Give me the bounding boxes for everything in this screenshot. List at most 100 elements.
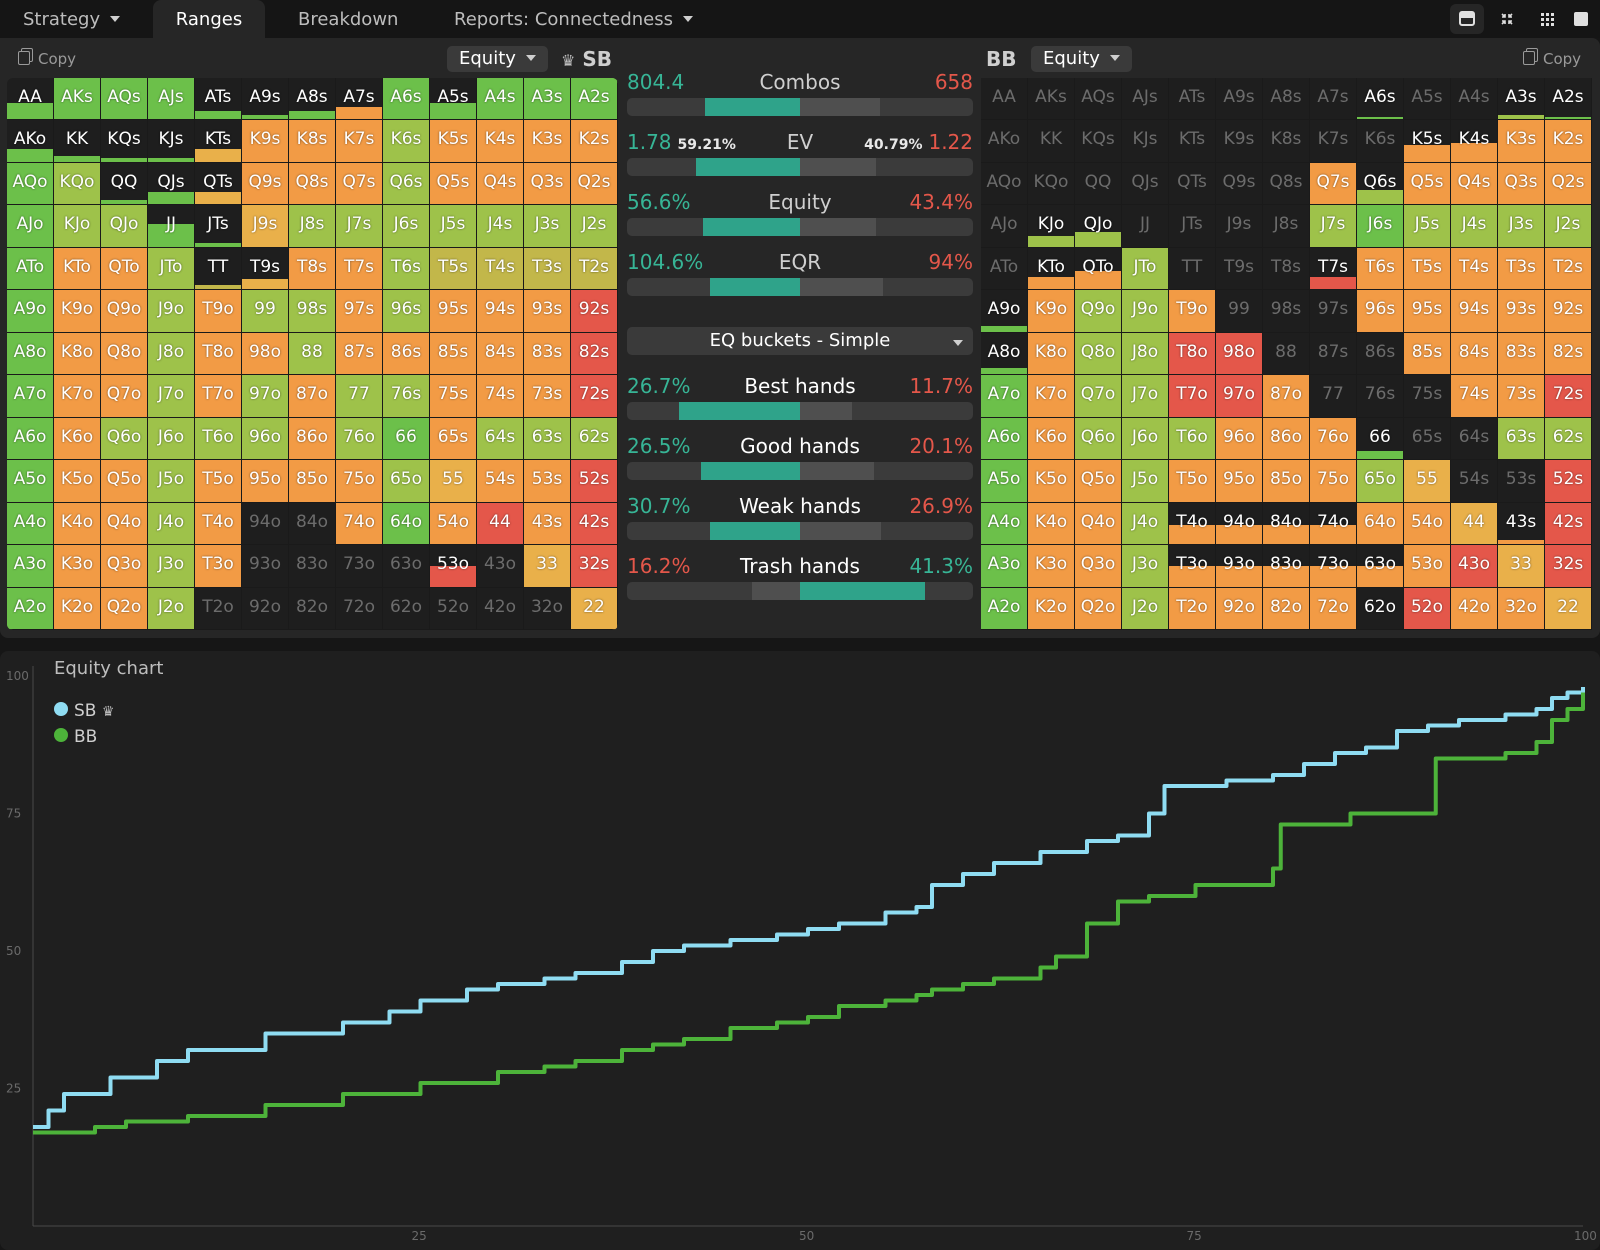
- bb-hand-cell-ATs[interactable]: ATs: [1169, 78, 1216, 121]
- sb-hand-cell-A3o[interactable]: A3o: [7, 545, 54, 588]
- bb-hand-cell-54o[interactable]: 54o: [1404, 502, 1451, 546]
- sb-hand-cell-52o[interactable]: 52o: [430, 587, 477, 630]
- bb-hand-cell-T7s[interactable]: T7s: [1310, 247, 1357, 291]
- sb-hand-cell-Q7s[interactable]: Q7s: [336, 162, 383, 206]
- sb-hand-cell-J9s[interactable]: J9s: [242, 205, 289, 248]
- sb-hand-cell-K8s[interactable]: K8s: [289, 120, 336, 163]
- bb-hand-cell-KK[interactable]: KK: [1028, 120, 1075, 163]
- bb-hand-cell-93o[interactable]: 93o: [1216, 545, 1263, 588]
- sb-hand-cell-A8o[interactable]: A8o: [7, 332, 54, 376]
- sb-hand-cell-K8o[interactable]: K8o: [54, 332, 101, 376]
- bb-hand-cell-AJo[interactable]: AJo: [981, 205, 1028, 248]
- bb-hand-cell-95s[interactable]: 95s: [1404, 290, 1451, 333]
- bb-hand-cell-66[interactable]: 66: [1357, 417, 1404, 461]
- bb-hand-cell-ATo[interactable]: ATo: [981, 247, 1028, 291]
- sb-hand-cell-ATs[interactable]: ATs: [195, 78, 242, 121]
- bb-hand-cell-TT[interactable]: TT: [1169, 247, 1216, 291]
- legend-sb[interactable]: SB ♛: [54, 698, 114, 724]
- legend-bb[interactable]: BB: [54, 724, 114, 750]
- sb-hand-cell-94s[interactable]: 94s: [477, 290, 524, 333]
- bb-hand-cell-73s[interactable]: 73s: [1498, 375, 1545, 418]
- bb-hand-cell-74o[interactable]: 74o: [1310, 502, 1357, 546]
- sb-hand-cell-AA[interactable]: AA: [7, 78, 54, 121]
- sb-hand-cell-TT[interactable]: TT: [195, 247, 242, 291]
- bb-hand-cell-A5s[interactable]: A5s: [1404, 78, 1451, 121]
- sb-hand-cell-JTs[interactable]: JTs: [195, 205, 242, 248]
- sb-hand-cell-T5s[interactable]: T5s: [430, 247, 477, 291]
- sb-hand-cell-A2s[interactable]: A2s: [571, 78, 618, 121]
- sb-hand-cell-QJs[interactable]: QJs: [148, 162, 195, 206]
- bb-hand-cell-QJo[interactable]: QJo: [1075, 205, 1122, 248]
- sb-hand-cell-84o[interactable]: 84o: [289, 502, 336, 546]
- bb-hand-cell-AA[interactable]: AA: [981, 78, 1028, 121]
- sb-hand-cell-Q3s[interactable]: Q3s: [524, 162, 571, 206]
- bb-hand-cell-J2s[interactable]: J2s: [1545, 205, 1592, 248]
- sb-hand-cell-K6s[interactable]: K6s: [383, 120, 430, 163]
- bb-hand-cell-K3s[interactable]: K3s: [1498, 120, 1545, 163]
- sb-hand-cell-74s[interactable]: 74s: [477, 375, 524, 418]
- bb-hand-cell-62s[interactable]: 62s: [1545, 417, 1592, 461]
- sb-hand-cell-85o[interactable]: 85o: [289, 460, 336, 503]
- sb-hand-cell-83o[interactable]: 83o: [289, 545, 336, 588]
- bb-hand-cell-93s[interactable]: 93s: [1498, 290, 1545, 333]
- bb-hand-cell-J4s[interactable]: J4s: [1451, 205, 1498, 248]
- sb-hand-cell-Q4s[interactable]: Q4s: [477, 162, 524, 206]
- sb-hand-cell-75o[interactable]: 75o: [336, 460, 383, 503]
- sb-hand-cell-KJo[interactable]: KJo: [54, 205, 101, 248]
- eq-buckets-dropdown[interactable]: EQ buckets - Simple: [627, 327, 973, 355]
- bb-hand-cell-T6o[interactable]: T6o: [1169, 417, 1216, 461]
- bb-hand-cell-92s[interactable]: 92s: [1545, 290, 1592, 333]
- bb-hand-cell-A4o[interactable]: A4o: [981, 502, 1028, 546]
- sb-hand-cell-63o[interactable]: 63o: [383, 545, 430, 588]
- bb-hand-cell-J5s[interactable]: J5s: [1404, 205, 1451, 248]
- bb-hand-cell-T6s[interactable]: T6s: [1357, 247, 1404, 291]
- sb-hand-cell-T4o[interactable]: T4o: [195, 502, 242, 546]
- bb-hand-cell-Q4s[interactable]: Q4s: [1451, 162, 1498, 206]
- sb-hand-cell-97o[interactable]: 97o: [242, 375, 289, 418]
- bb-hand-cell-A7s[interactable]: A7s: [1310, 78, 1357, 121]
- bb-hand-cell-53o[interactable]: 53o: [1404, 545, 1451, 588]
- sb-hand-cell-88[interactable]: 88: [289, 332, 336, 376]
- bb-hand-cell-85o[interactable]: 85o: [1263, 460, 1310, 503]
- bb-hand-cell-76s[interactable]: 76s: [1357, 375, 1404, 418]
- sb-hand-cell-99[interactable]: 99: [242, 290, 289, 333]
- sb-hand-cell-J3o[interactable]: J3o: [148, 545, 195, 588]
- bb-hand-cell-JJ[interactable]: JJ: [1122, 205, 1169, 248]
- sb-hand-cell-A9s[interactable]: A9s: [242, 78, 289, 121]
- sb-hand-cell-98s[interactable]: 98s: [289, 290, 336, 333]
- bb-hand-cell-K9s[interactable]: K9s: [1216, 120, 1263, 163]
- sb-hand-cell-T2s[interactable]: T2s: [571, 247, 618, 291]
- bb-hand-cell-75s[interactable]: 75s: [1404, 375, 1451, 418]
- bb-hand-cell-JTs[interactable]: JTs: [1169, 205, 1216, 248]
- bb-hand-cell-Q8s[interactable]: Q8s: [1263, 162, 1310, 206]
- sb-equity-dropdown[interactable]: Equity: [447, 46, 548, 72]
- bb-hand-cell-84s[interactable]: 84s: [1451, 332, 1498, 376]
- sb-hand-cell-87s[interactable]: 87s: [336, 332, 383, 376]
- sb-hand-cell-96s[interactable]: 96s: [383, 290, 430, 333]
- sb-hand-cell-J7s[interactable]: J7s: [336, 205, 383, 248]
- sb-hand-cell-AJs[interactable]: AJs: [148, 78, 195, 121]
- bb-hand-cell-T3s[interactable]: T3s: [1498, 247, 1545, 291]
- sb-hand-cell-J6o[interactable]: J6o: [148, 417, 195, 461]
- sb-hand-cell-K5s[interactable]: K5s: [430, 120, 477, 163]
- bb-hand-cell-Q7s[interactable]: Q7s: [1310, 162, 1357, 206]
- bb-hand-cell-T7o[interactable]: T7o: [1169, 375, 1216, 418]
- sb-hand-cell-Q9s[interactable]: Q9s: [242, 162, 289, 206]
- bb-hand-cell-Q7o[interactable]: Q7o: [1075, 375, 1122, 418]
- sb-hand-cell-82o[interactable]: 82o: [289, 587, 336, 630]
- bb-hand-cell-Q6o[interactable]: Q6o: [1075, 417, 1122, 461]
- sb-hand-cell-A4s[interactable]: A4s: [477, 78, 524, 121]
- bb-hand-cell-83s[interactable]: 83s: [1498, 332, 1545, 376]
- bb-hand-cell-A6s[interactable]: A6s: [1357, 78, 1404, 121]
- bb-hand-cell-K6s[interactable]: K6s: [1357, 120, 1404, 163]
- bb-hand-cell-55[interactable]: 55: [1404, 460, 1451, 503]
- sb-hand-cell-86o[interactable]: 86o: [289, 417, 336, 461]
- bb-hand-cell-Q3s[interactable]: Q3s: [1498, 162, 1545, 206]
- sb-hand-cell-97s[interactable]: 97s: [336, 290, 383, 333]
- sb-hand-cell-J7o[interactable]: J7o: [148, 375, 195, 418]
- bb-hand-cell-K3o[interactable]: K3o: [1028, 545, 1075, 588]
- sb-hand-cell-64s[interactable]: 64s: [477, 417, 524, 461]
- sb-hand-cell-66[interactable]: 66: [383, 417, 430, 461]
- sb-hand-cell-T8o[interactable]: T8o: [195, 332, 242, 376]
- bb-hand-cell-Q5s[interactable]: Q5s: [1404, 162, 1451, 206]
